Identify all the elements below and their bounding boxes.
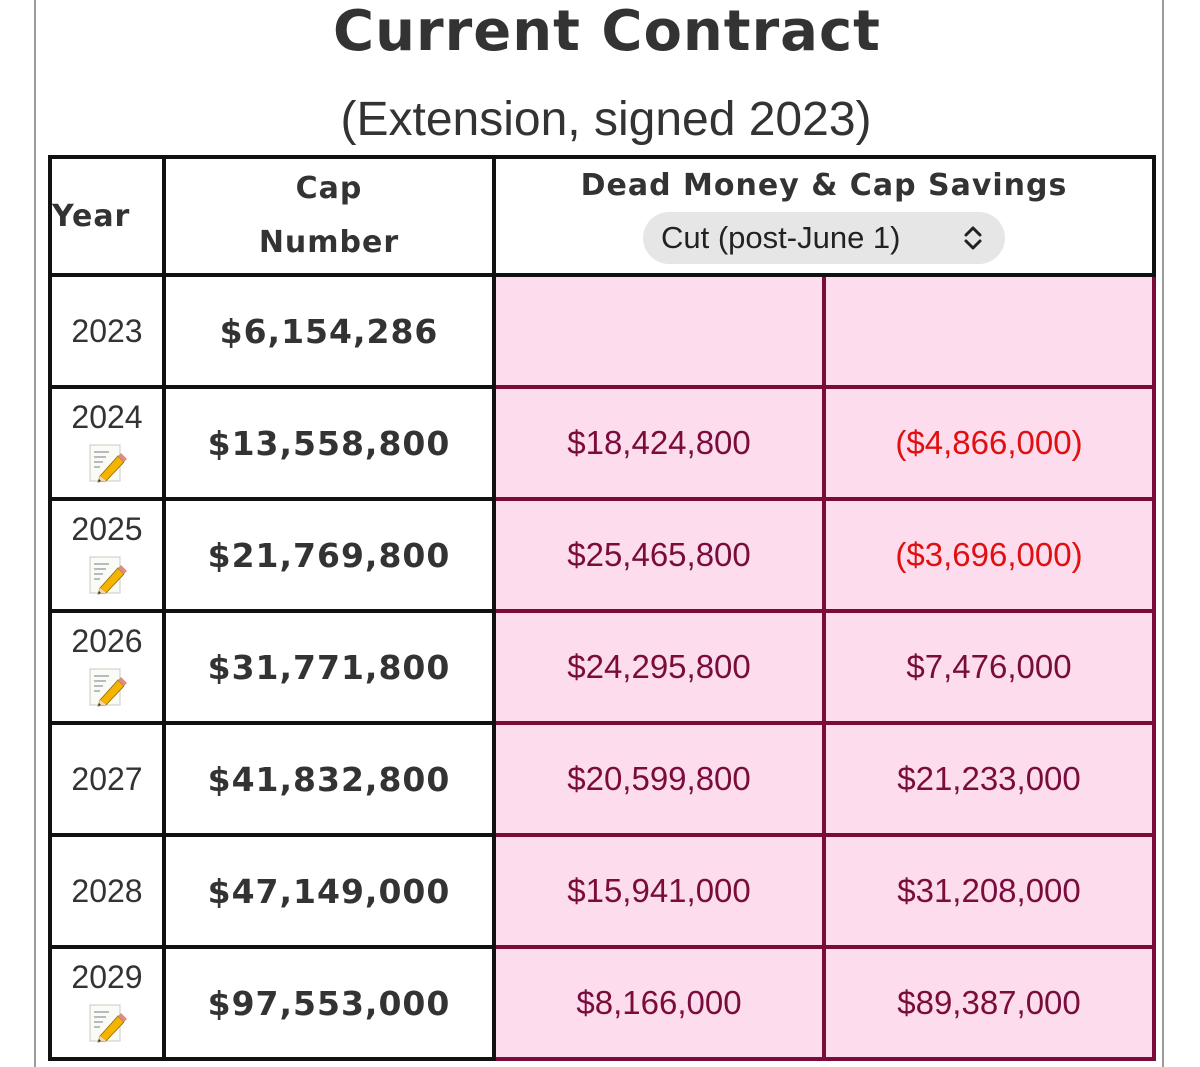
cap-number-column-header: Cap Number [162, 155, 496, 277]
year-cell: 2028 [48, 833, 166, 949]
cap-savings-cell: $21,233,000 [822, 721, 1156, 837]
dead-money-column-header: Dead Money & Cap Savings Cut (post-June … [492, 155, 1156, 277]
year-value: 2023 [71, 313, 143, 349]
year-cell: 2023 [48, 273, 166, 389]
year-cell: 2027 [48, 721, 166, 837]
cap-number-cell: $41,832,800 [162, 721, 496, 837]
up-down-chevron-icon [964, 226, 982, 250]
card-border-left [34, 0, 36, 1067]
cap-number-cell: $21,769,800 [162, 497, 496, 613]
cap-number-cell: $97,553,000 [162, 945, 496, 1061]
cap-savings-cell: $7,476,000 [822, 609, 1156, 725]
year-value: 2026 [71, 623, 143, 659]
year-column-header: Year [48, 155, 166, 277]
section-subtitle: (Extension, signed 2023) [340, 93, 872, 146]
cap-savings-cell [822, 273, 1156, 389]
year-value: 2027 [71, 761, 143, 797]
table-row: 2024 $13,558,800 $18,424,800 ($4,866,000) [48, 385, 1156, 501]
year-cell: 2025 [48, 497, 166, 613]
contract-note-edit-icon [89, 556, 127, 595]
section-title: Current Contract [333, 0, 881, 64]
cut-type-select[interactable]: Cut (post-June 1) [643, 212, 1005, 264]
cap-header-line1: Cap [295, 171, 363, 206]
cap-number-cell: $13,558,800 [162, 385, 496, 501]
contract-note-edit-icon [89, 444, 127, 483]
year-cell: 2029 [48, 945, 166, 1061]
contract-note-edit-icon [89, 668, 127, 707]
year-cell: 2026 [48, 609, 166, 725]
dead-money-header-label: Dead Money & Cap Savings [580, 168, 1068, 203]
table-row: 2029 $97,553,000 $8,166,000 $89,387,000 [48, 945, 1156, 1061]
dead-money-cell: $8,166,000 [492, 945, 826, 1061]
contract-note-edit-icon [89, 1004, 127, 1043]
year-value: 2028 [71, 873, 143, 909]
cap-savings-cell: ($3,696,000) [822, 497, 1156, 613]
cap-number-cell: $31,771,800 [162, 609, 496, 725]
dead-money-cell [492, 273, 826, 389]
year-value: 2025 [71, 511, 143, 547]
cap-number-cell: $6,154,286 [162, 273, 496, 389]
cap-savings-cell: $31,208,000 [822, 833, 1156, 949]
dead-money-cell: $25,465,800 [492, 497, 826, 613]
contract-table: Year Cap Number Dead Money & Cap Savings… [48, 155, 1156, 1061]
dead-money-cell: $20,599,800 [492, 721, 826, 837]
table-row: 2027 $41,832,800 $20,599,800 $21,233,000 [48, 721, 1156, 837]
cap-savings-cell: ($4,866,000) [822, 385, 1156, 501]
year-value: 2029 [71, 959, 143, 995]
dead-money-cell: $18,424,800 [492, 385, 826, 501]
table-row: 2025 $21,769,800 $25,465,800 ($3,696,000) [48, 497, 1156, 613]
table-row: 2026 $31,771,800 $24,295,800 $7,476,000 [48, 609, 1156, 725]
year-cell: 2024 [48, 385, 166, 501]
table-row: 2028 $47,149,000 $15,941,000 $31,208,000 [48, 833, 1156, 949]
dead-money-cell: $15,941,000 [492, 833, 826, 949]
cap-number-cell: $47,149,000 [162, 833, 496, 949]
table-header-row: Year Cap Number Dead Money & Cap Savings… [48, 155, 1156, 277]
cut-type-selected-value: Cut (post-June 1) [661, 220, 901, 255]
year-value: 2024 [71, 399, 143, 435]
cap-savings-cell: $89,387,000 [822, 945, 1156, 1061]
cap-header-line2: Number [258, 225, 400, 260]
table-row: 2023 $6,154,286 [48, 273, 1156, 389]
card-border-right [1162, 0, 1164, 1067]
dead-money-cell: $24,295,800 [492, 609, 826, 725]
